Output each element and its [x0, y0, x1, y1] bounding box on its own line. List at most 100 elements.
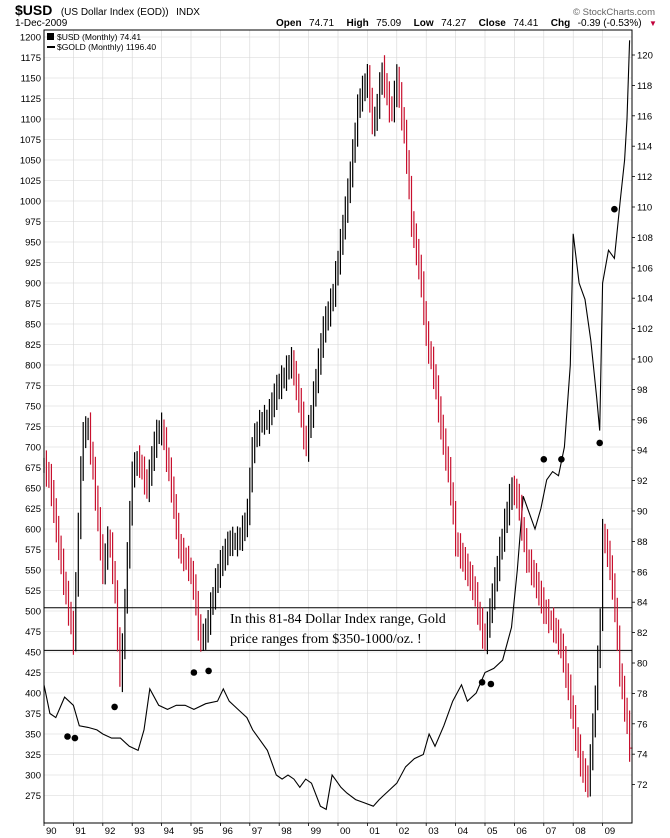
x-tick-label: 94	[164, 826, 175, 837]
right-tick-label: 94	[637, 446, 648, 457]
right-tick-label: 72	[637, 780, 648, 791]
left-tick-label: 650	[25, 484, 41, 495]
x-tick-label: 01	[369, 826, 380, 837]
x-tick-label: 98	[281, 826, 292, 837]
close-value: 74.41	[513, 18, 538, 29]
legend-swatch-usd	[47, 33, 54, 40]
marker-dot	[190, 669, 198, 676]
x-axis: 90 91 92 93 94 95 96 97 98 99 00 01 02 03 04 05 06 07 08 09	[43, 823, 616, 837]
close-label: Close	[479, 18, 507, 29]
marker-dot	[611, 205, 618, 213]
x-tick-label: 92	[105, 826, 116, 837]
chg-label: Chg	[551, 18, 570, 29]
usd-series	[43, 55, 633, 798]
x-tick-label: 90	[46, 826, 57, 837]
left-tick-label: 1125	[21, 94, 41, 105]
legend-gold: $GOLD (Monthly) 1196.40	[57, 42, 156, 52]
right-tick-label: 118	[637, 81, 652, 92]
left-tick-label: 300	[25, 771, 41, 782]
left-tick-label: 675	[25, 463, 41, 474]
left-tick-label: 900	[25, 279, 41, 290]
gold-line	[43, 40, 631, 811]
left-tick-label: 800	[25, 361, 41, 372]
left-axis: 275 300 325 350 375 400 425 450 475 500 525 550 575 6…	[20, 33, 41, 803]
exchange: INDX	[176, 7, 200, 18]
low-label: Low	[414, 18, 434, 29]
marker-dot	[111, 703, 118, 711]
reference-lines	[44, 607, 632, 651]
marker-dot	[71, 734, 79, 742]
right-tick-label: 104	[637, 294, 653, 305]
left-tick-label: 375	[25, 709, 41, 720]
high-value: 75.09	[376, 18, 401, 29]
right-tick-label: 110	[637, 203, 652, 214]
chg-down-icon: ▼	[649, 19, 657, 28]
annotation-line-2: price ranges from $350-1000/oz. !	[230, 632, 422, 647]
marker-dot	[596, 439, 603, 447]
x-tick-label: 07	[546, 826, 557, 837]
left-tick-label: 425	[25, 668, 41, 679]
right-tick-label: 106	[637, 263, 653, 274]
marker-dot	[487, 680, 495, 688]
left-tick-label: 600	[25, 525, 41, 536]
left-tick-label: 275	[25, 791, 41, 802]
right-tick-label: 120	[637, 51, 653, 62]
symbol: $USD	[15, 2, 52, 18]
x-tick-label: 06	[516, 826, 527, 837]
left-tick-label: 875	[25, 299, 41, 310]
left-tick-label: 750	[25, 402, 41, 413]
right-tick-label: 82	[637, 628, 648, 639]
right-tick-label: 90	[637, 507, 648, 518]
marker-dot	[540, 456, 548, 463]
left-tick-label: 525	[25, 586, 41, 597]
left-tick-label: 850	[25, 320, 41, 331]
right-tick-label: 112	[637, 172, 652, 183]
right-tick-label: 96	[637, 415, 648, 426]
x-tick-label: 96	[222, 826, 233, 837]
left-tick-label: 1075	[20, 135, 41, 146]
left-tick-label: 1200	[20, 33, 41, 44]
symbol-name: (US Dollar Index (EOD))	[61, 7, 169, 18]
x-tick-label: 03	[428, 826, 439, 837]
left-tick-label: 550	[25, 566, 41, 577]
right-axis: 72 74 76 78 80 82 84 86 88 90 92 94 96 98 100 102 104 106…	[632, 51, 653, 791]
left-tick-label: 625	[25, 504, 41, 515]
x-tick-label: 09	[605, 826, 616, 837]
markers	[64, 205, 618, 742]
low-value: 74.27	[441, 18, 466, 29]
x-tick-label: 91	[75, 826, 86, 837]
left-tick-label: 400	[25, 689, 41, 700]
right-tick-label: 100	[637, 355, 653, 366]
svg-text:$USD (US Dollar Index (E: $USD (US Dollar Index (EOD)) INDX	[15, 2, 200, 19]
chg-value: -0.39 (-0.53%)	[578, 18, 642, 29]
copyright: © StockCharts.com	[573, 7, 655, 18]
left-tick-label: 350	[25, 730, 41, 741]
right-tick-label: 98	[637, 385, 648, 396]
grid	[43, 30, 632, 823]
left-tick-label: 1100	[21, 115, 41, 126]
marker-dot	[558, 456, 565, 463]
left-tick-label: 500	[25, 607, 41, 618]
x-tick-label: 08	[575, 826, 586, 837]
chart-date: 1-Dec-2009	[15, 18, 68, 29]
right-tick-label: 74	[637, 750, 648, 761]
left-tick-label: 725	[25, 422, 41, 433]
x-tick-label: 93	[134, 826, 145, 837]
left-tick-label: 1175	[21, 53, 41, 64]
annotation-line-1: In this 81-84 Dollar Index range, Gold	[230, 612, 446, 627]
right-tick-label: 88	[637, 537, 648, 548]
right-tick-label: 86	[637, 567, 648, 578]
high-label: High	[347, 18, 369, 29]
left-tick-label: 975	[25, 217, 41, 228]
right-tick-label: 102	[637, 324, 653, 335]
left-tick-label: 575	[25, 545, 41, 556]
x-tick-label: 97	[252, 826, 263, 837]
x-tick-label: 02	[399, 826, 410, 837]
left-tick-label: 1000	[20, 197, 41, 208]
x-tick-label: 99	[311, 826, 322, 837]
marker-dot	[478, 679, 486, 686]
open-value: 74.71	[309, 18, 334, 29]
left-tick-label: 700	[25, 443, 41, 454]
x-tick-label: 05	[487, 826, 498, 837]
